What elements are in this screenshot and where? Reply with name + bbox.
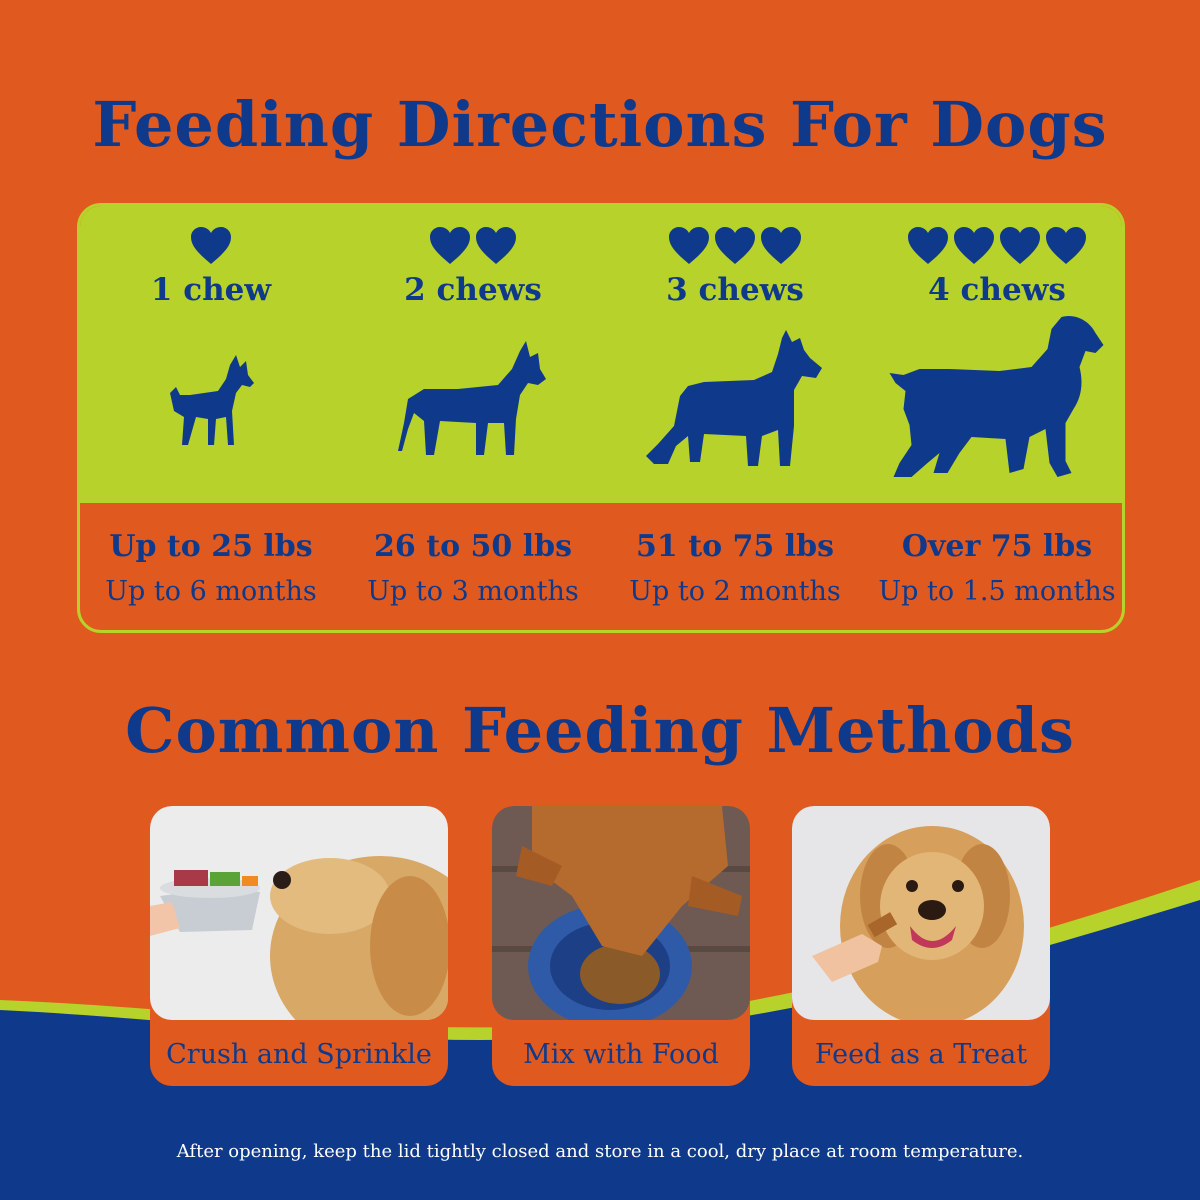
chew-count: 4 chews xyxy=(928,272,1066,308)
supply-duration: Up to 3 months xyxy=(367,576,579,607)
supply-duration: Up to 2 months xyxy=(629,576,841,607)
supply-duration: Up to 1.5 months xyxy=(878,576,1116,607)
direction-column: 2 chews 26 to 50 lbs Up to 3 months xyxy=(342,206,604,630)
weight-range: Up to 25 lbs xyxy=(109,529,313,564)
heart-icon xyxy=(761,227,801,264)
hearts-row xyxy=(342,226,604,266)
large-dog-silhouette-icon xyxy=(646,330,822,466)
methods-title: Common Feeding Methods xyxy=(125,694,1075,767)
feeding-directions-panel: 1 chew Up to 25 lbs Up to 6 months 2 che… xyxy=(77,203,1125,633)
weight-range: 51 to 75 lbs xyxy=(636,529,834,564)
heart-icon xyxy=(430,227,470,264)
hearts-row xyxy=(604,226,866,266)
direction-column: 3 chews 51 to 75 lbs Up to 2 months xyxy=(604,206,866,630)
direction-column: 4 chews Over 75 lbs Up to 1.5 months xyxy=(866,206,1122,630)
medium-dog-silhouette-icon xyxy=(398,341,546,455)
method-card-treat: Feed as a Treat xyxy=(792,806,1050,1086)
heart-icon xyxy=(1000,227,1040,264)
heart-icon xyxy=(191,227,231,264)
weight-range: Over 75 lbs xyxy=(901,529,1093,564)
small-dog-silhouette-icon xyxy=(170,355,254,445)
page-title: Feeding Directions For Dogs xyxy=(92,88,1108,161)
hearts-row xyxy=(866,226,1122,266)
dog-sniffing-bowl-photo xyxy=(150,806,448,1020)
chew-count: 2 chews xyxy=(404,272,542,308)
method-label: Feed as a Treat xyxy=(814,1039,1028,1070)
heart-icon xyxy=(476,227,516,264)
direction-column: 1 chew Up to 25 lbs Up to 6 months xyxy=(80,206,342,630)
hearts-row xyxy=(80,226,342,266)
heart-icon xyxy=(669,227,709,264)
chew-count: 1 chew xyxy=(150,272,272,308)
storage-instructions: After opening, keep the lid tightly clos… xyxy=(176,1141,1024,1162)
weight-range: 26 to 50 lbs xyxy=(374,529,572,564)
supply-duration: Up to 6 months xyxy=(105,576,317,607)
dog-eating-from-bowl-photo xyxy=(492,806,750,1020)
heart-icon xyxy=(1046,227,1086,264)
method-card-crush: Crush and Sprinkle xyxy=(150,806,448,1086)
heart-icon xyxy=(954,227,994,264)
extra-large-dog-silhouette-icon xyxy=(889,315,1104,477)
method-card-mix: Mix with Food xyxy=(492,806,750,1086)
method-label: Mix with Food xyxy=(523,1039,719,1070)
chew-count: 3 chews xyxy=(666,272,804,308)
heart-icon xyxy=(715,227,755,264)
dog-receiving-treat-photo xyxy=(792,806,1050,1020)
heart-icon xyxy=(908,227,948,264)
method-label: Crush and Sprinkle xyxy=(166,1039,432,1070)
